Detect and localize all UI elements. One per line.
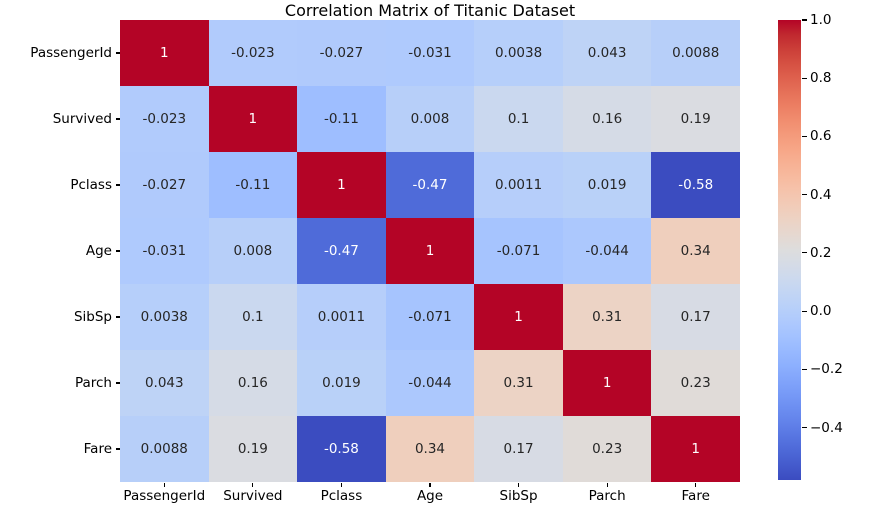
colorbar-tick-label: 0.6: [810, 128, 832, 145]
heatmap-cell: 0.019: [562, 152, 652, 218]
y-tick-label: PassengerId: [30, 45, 112, 61]
heatmap-grid: 1 -0.023 -0.027 -0.031 0.0038 0.043 0.0088 -0.0…: [120, 20, 740, 482]
heatmap-cell: 0.0011: [474, 152, 563, 218]
heatmap-cell: 0.043: [120, 350, 209, 416]
heatmap-cell: 0.19: [208, 416, 298, 482]
heatmap-cell: 0.23: [562, 416, 652, 482]
heatmap-cell: 0.16: [208, 350, 298, 416]
colorbar-tick-mark: [802, 77, 807, 79]
colorbar-tick-label: 0.8: [810, 70, 832, 87]
x-tick-label: PassengerId: [123, 488, 206, 504]
heatmap-cell: 0.019: [297, 350, 386, 416]
heatmap-cell: 0.043: [562, 20, 652, 86]
y-tick-mark: [115, 52, 120, 54]
heatmap-cell: -0.071: [474, 218, 563, 284]
heatmap-cell: 0.19: [651, 86, 740, 152]
heatmap-cell: 0.31: [562, 284, 652, 350]
colorbar-tick-label: 0.0: [810, 303, 832, 320]
colorbar-tick-label: 0.2: [810, 244, 832, 261]
y-tick-label: Parch: [74, 375, 112, 391]
heatmap-cell: 0.34: [385, 416, 475, 482]
heatmap-cell: -0.023: [120, 86, 209, 152]
y-tick-mark: [115, 250, 120, 252]
y-tick-mark: [115, 448, 120, 450]
colorbar-gradient: [778, 20, 801, 480]
colorbar-tick-mark: [802, 194, 807, 196]
heatmap-cell: -0.023: [208, 20, 298, 86]
heatmap-cell: 0.0011: [297, 284, 386, 350]
x-tick-mark: [340, 482, 343, 487]
heatmap-cell: 0.1: [208, 284, 298, 350]
heatmap-cell: 0.0088: [651, 20, 740, 86]
colorbar-tick-mark: [802, 368, 807, 370]
x-tick-label: Fare: [681, 488, 710, 504]
colorbar-tick-mark: [802, 252, 807, 254]
x-tick-mark: [517, 482, 520, 487]
y-tick-label: Age: [85, 243, 112, 259]
heatmap-cell: 1: [120, 20, 209, 86]
heatmap-cell: 1: [474, 284, 563, 350]
heatmap-cell: 1: [208, 86, 298, 152]
heatmap-cell: -0.071: [385, 284, 475, 350]
heatmap-cell: 0.23: [651, 350, 740, 416]
x-tick-label: SibSp: [499, 488, 538, 504]
heatmap-cell: 0.16: [562, 86, 652, 152]
x-tick-mark: [252, 482, 254, 487]
heatmap-cell: -0.031: [120, 218, 209, 284]
colorbar-tick-label: −0.4: [810, 419, 843, 436]
colorbar-tick-mark: [802, 19, 807, 21]
heatmap-cell: 0.0038: [474, 20, 563, 86]
x-tick-mark: [429, 482, 431, 487]
heatmap-cell: -0.027: [120, 152, 209, 218]
heatmap-cell: 1: [297, 152, 386, 218]
heatmap-cell: 0.0088: [120, 416, 209, 482]
heatmap-cell: -0.027: [297, 20, 386, 86]
y-tick-mark: [115, 316, 120, 318]
y-tick-mark: [115, 382, 120, 384]
colorbar-tick-mark: [802, 426, 807, 429]
heatmap-cell: -0.044: [385, 350, 475, 416]
heatmap-cell: -0.031: [385, 20, 475, 86]
heatmap-cell: -0.11: [208, 152, 298, 218]
y-tick-label: SibSp: [73, 309, 112, 325]
heatmap-cell: -0.044: [562, 218, 652, 284]
heatmap-cell: 0.17: [474, 416, 563, 482]
heatmap-cell: 0.0038: [120, 284, 209, 350]
colorbar-tick-label: 0.4: [810, 186, 832, 203]
heatmap-cell: -0.58: [297, 416, 386, 482]
heatmap-cell: 1: [385, 218, 475, 284]
y-tick-label: Survived: [52, 111, 112, 127]
y-tick-mark: [115, 118, 120, 120]
heatmap-cell: 1: [562, 350, 652, 416]
heatmap-cell: 0.008: [385, 86, 475, 152]
x-tick-mark: [163, 482, 165, 487]
x-tick-label: Parch: [588, 488, 626, 504]
heatmap-cell: -0.47: [385, 152, 475, 218]
y-tick-mark: [115, 184, 120, 186]
colorbar-tick-label: 1.0: [810, 12, 832, 28]
heatmap-cell: 0.008: [208, 218, 298, 284]
y-tick-label: Fare: [83, 441, 112, 457]
x-tick-mark: [695, 482, 697, 487]
heatmap-cell: -0.58: [651, 152, 740, 218]
colorbar-tick-mark: [802, 135, 807, 138]
heatmap-cell: -0.11: [297, 86, 386, 152]
heatmap-cell: 0.17: [651, 284, 740, 350]
x-tick-mark: [606, 482, 608, 487]
x-tick-label: Pclass: [320, 488, 363, 504]
x-tick-label: Age: [416, 488, 444, 504]
x-tick-label: Survived: [223, 488, 283, 504]
heatmap-cell: 0.31: [474, 350, 563, 416]
colorbar-tick-label: −0.2: [810, 361, 843, 378]
heatmap-cell: 0.1: [474, 86, 563, 152]
y-tick-label: Pclass: [70, 177, 112, 193]
chart-title: Correlation Matrix of Titanic Dataset: [284, 1, 576, 20]
heatmap-cell: 0.34: [651, 218, 740, 284]
colorbar-tick-mark: [802, 310, 807, 312]
heatmap-cell: -0.47: [297, 218, 386, 284]
heatmap-cell: 1: [651, 416, 740, 482]
